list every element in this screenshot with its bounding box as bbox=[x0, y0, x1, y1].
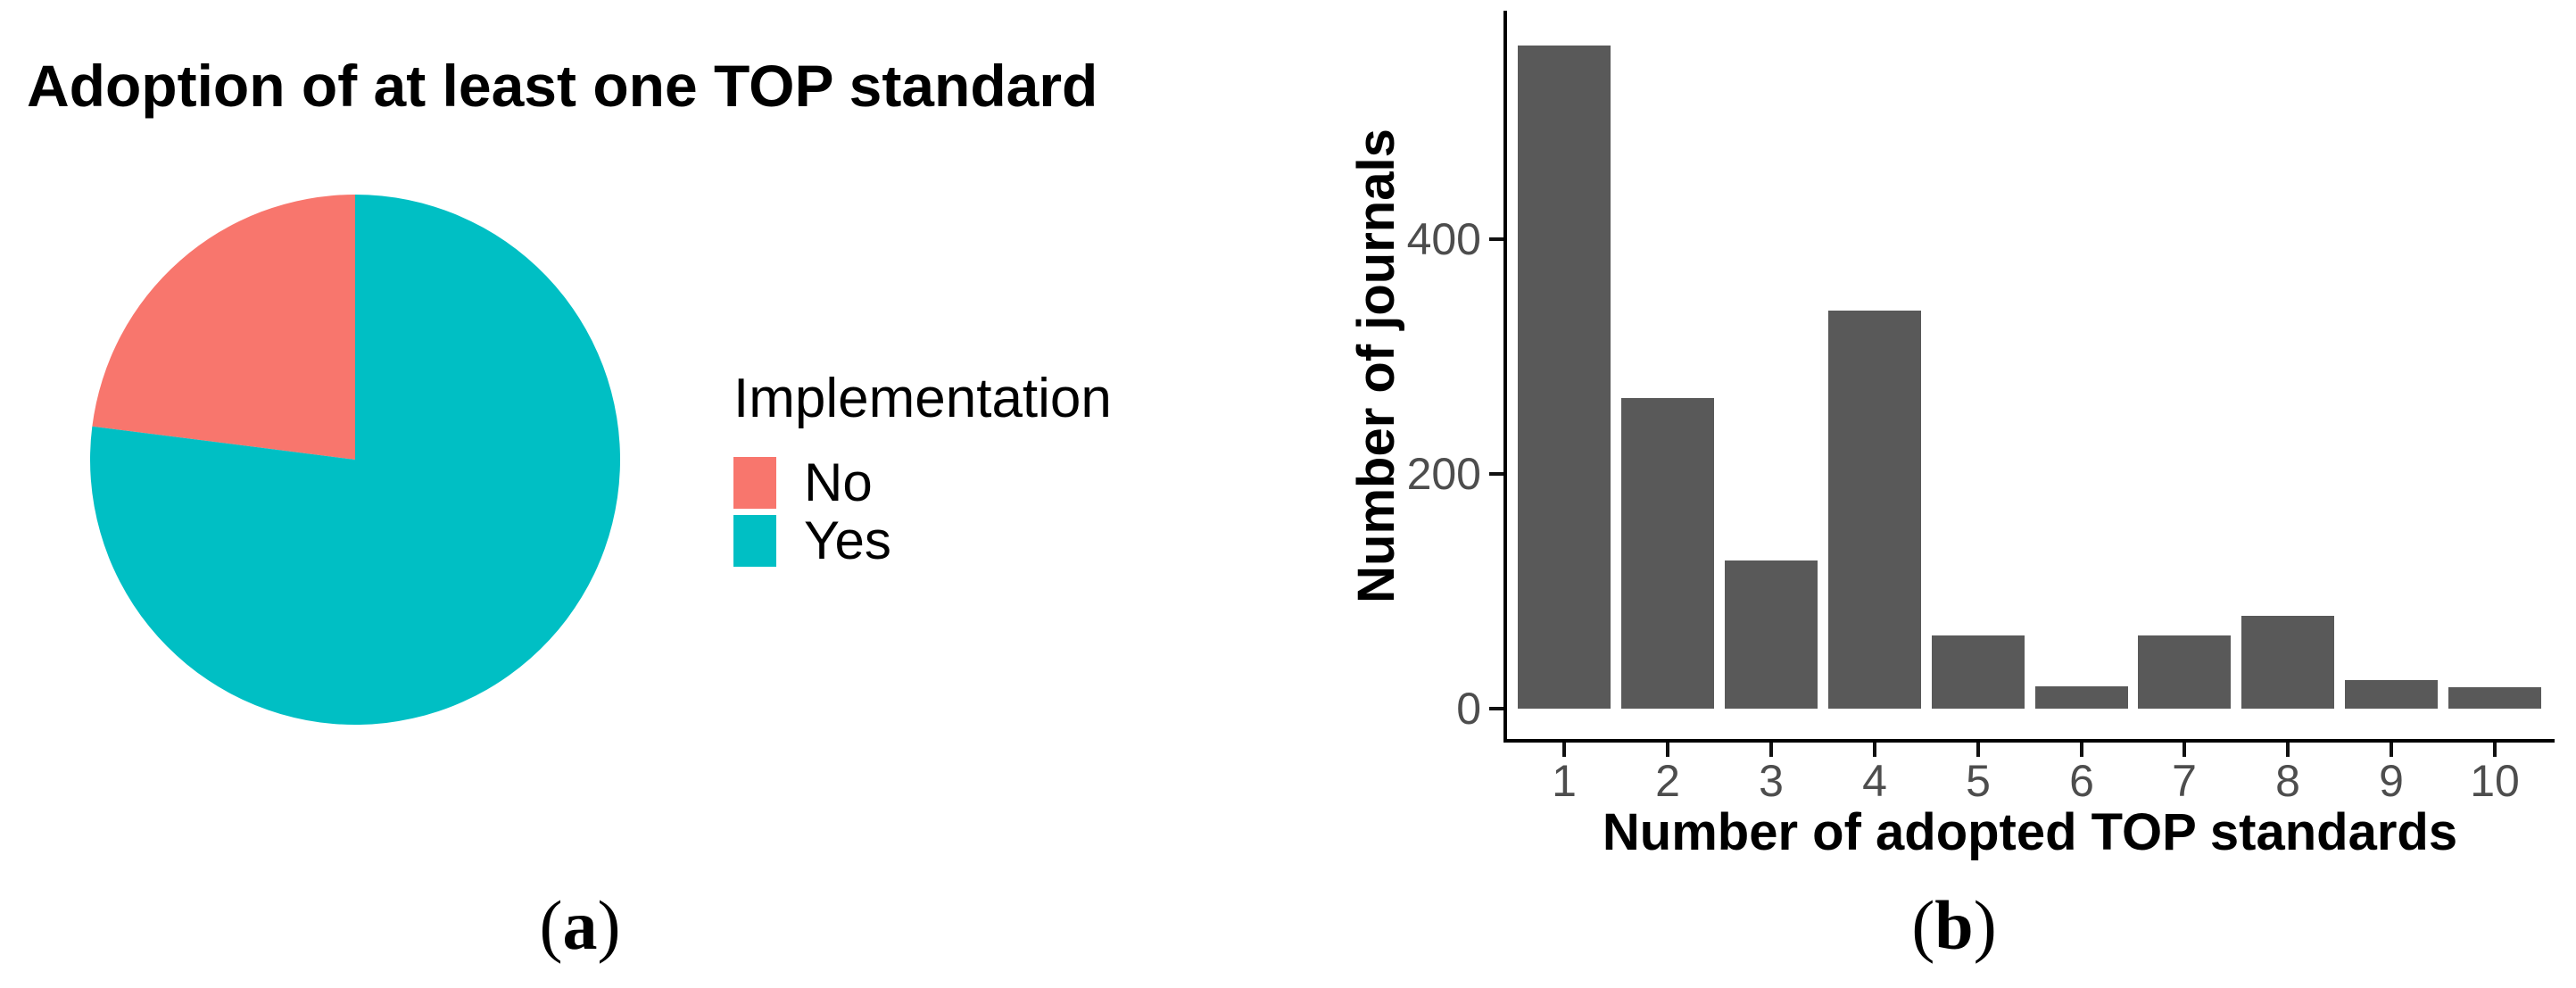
bar-10 bbox=[2448, 687, 2541, 709]
x-tick-1 bbox=[1562, 743, 1566, 757]
x-axis-title: Number of adopted TOP standards bbox=[1602, 803, 2458, 861]
x-tick-label-1: 1 bbox=[1552, 756, 1577, 806]
y-tick-200 bbox=[1489, 472, 1503, 476]
caption-panel-a: (a) bbox=[539, 886, 621, 964]
x-tick-label-7: 7 bbox=[2172, 756, 2197, 806]
legend-key-yes bbox=[733, 515, 776, 567]
bar-6 bbox=[2035, 686, 2128, 709]
bar-7 bbox=[2138, 635, 2231, 709]
x-axis-line bbox=[1503, 739, 2555, 743]
x-tick-label-2: 2 bbox=[1655, 756, 1680, 806]
x-tick-label-9: 9 bbox=[2379, 756, 2404, 806]
x-tick-label-4: 4 bbox=[1862, 756, 1887, 806]
y-tick-label-400: 400 bbox=[1406, 214, 1481, 264]
legend-label-no: No bbox=[804, 452, 873, 512]
y-axis-line bbox=[1503, 11, 1507, 741]
bar-8 bbox=[2241, 616, 2334, 709]
x-tick-5 bbox=[1976, 743, 1980, 757]
x-tick-label-6: 6 bbox=[2069, 756, 2094, 806]
x-tick-7 bbox=[2183, 743, 2186, 757]
x-tick-2 bbox=[1666, 743, 1669, 757]
bar-9 bbox=[2345, 680, 2438, 709]
x-tick-label-8: 8 bbox=[2275, 756, 2300, 806]
x-tick-label-10: 10 bbox=[2470, 756, 2520, 806]
y-tick-label-0: 0 bbox=[1456, 684, 1481, 734]
y-axis-title: Number of journals bbox=[1347, 129, 1405, 603]
x-tick-3 bbox=[1769, 743, 1773, 757]
x-tick-10 bbox=[2493, 743, 2497, 757]
bar-5 bbox=[1932, 635, 2025, 709]
caption-panel-b: (b) bbox=[1911, 886, 1997, 964]
bar-4 bbox=[1828, 311, 1921, 709]
pie-slice-no bbox=[92, 195, 355, 460]
y-tick-0 bbox=[1489, 707, 1503, 710]
bar-1 bbox=[1518, 46, 1611, 709]
pie-chart bbox=[90, 195, 620, 725]
x-tick-6 bbox=[2080, 743, 2083, 757]
x-tick-label-3: 3 bbox=[1759, 756, 1784, 806]
pie-slice-yes bbox=[90, 195, 620, 725]
bar-2 bbox=[1621, 398, 1714, 709]
legend-key-no bbox=[733, 457, 776, 509]
bar-3 bbox=[1725, 560, 1818, 709]
x-tick-9 bbox=[2390, 743, 2393, 757]
x-tick-4 bbox=[1873, 743, 1876, 757]
legend-label-yes: Yes bbox=[804, 511, 891, 570]
x-tick-8 bbox=[2286, 743, 2290, 757]
pie-legend-title: Implementation bbox=[733, 368, 1112, 429]
y-tick-400 bbox=[1489, 237, 1503, 241]
x-tick-label-5: 5 bbox=[1966, 756, 1991, 806]
pie-chart-title: Adoption of at least one TOP standard bbox=[27, 53, 1098, 119]
y-tick-label-200: 200 bbox=[1406, 449, 1481, 499]
